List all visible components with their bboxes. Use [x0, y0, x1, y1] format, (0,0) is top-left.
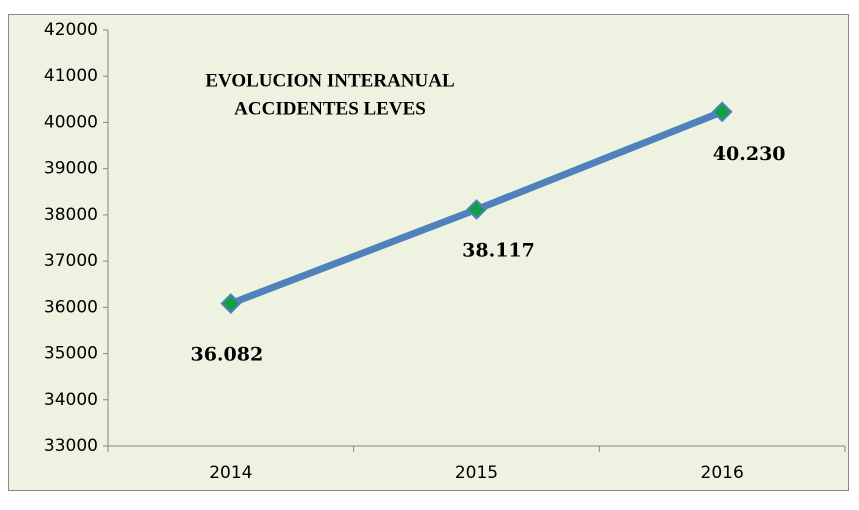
y-tick-label: 33000: [44, 436, 98, 456]
chart-title: ACCIDENTES LEVES: [234, 98, 426, 119]
y-tick-label: 41000: [44, 66, 98, 86]
y-tick-label: 37000: [44, 251, 98, 271]
y-tick-label: 35000: [44, 344, 98, 364]
x-tick-label: 2015: [455, 463, 498, 483]
y-tick-label: 42000: [44, 20, 98, 40]
data-label: 40.230: [713, 143, 786, 165]
y-tick-label: 38000: [44, 205, 98, 225]
y-tick-label: 39000: [44, 159, 98, 179]
marker: [711, 101, 733, 123]
data-label: 36.082: [190, 344, 263, 366]
chart-background: [8, 14, 849, 491]
x-tick-label: 2014: [209, 463, 252, 483]
y-tick-label: 40000: [44, 112, 98, 132]
data-label: 38.117: [462, 239, 535, 261]
chart-title: EVOLUCION INTERANUAL: [205, 70, 454, 91]
marker: [220, 293, 242, 314]
y-tick-label: 34000: [44, 390, 98, 410]
y-tick-label: 36000: [44, 297, 98, 317]
x-tick-label: 2016: [701, 463, 744, 483]
marker: [466, 199, 487, 220]
